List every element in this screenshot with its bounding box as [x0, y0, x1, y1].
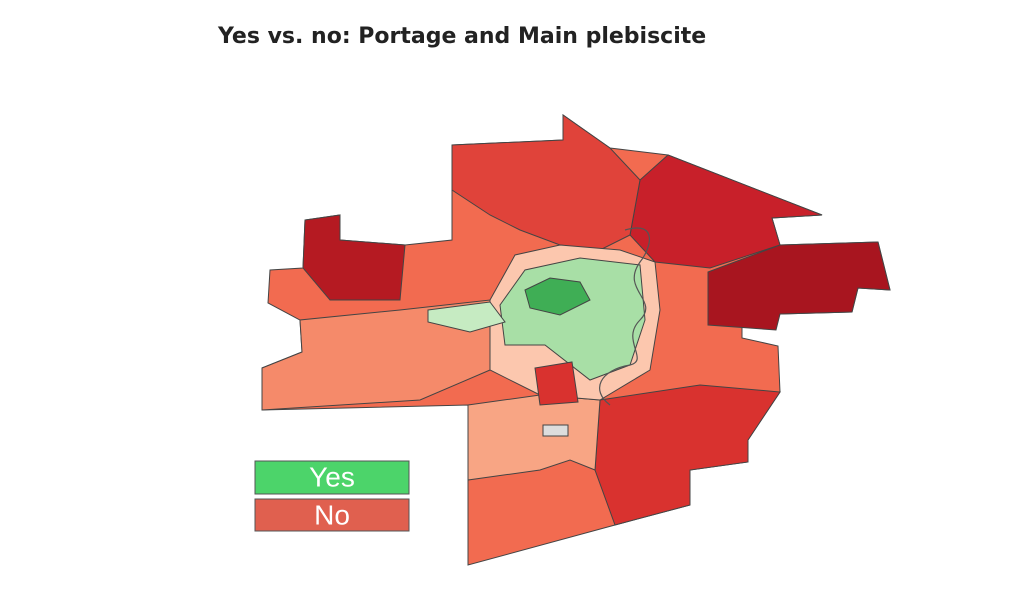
- region-south-dark: [534, 361, 579, 406]
- river: [599, 227, 650, 406]
- title: Yes vs. no: Portage and Main plebiscite: [218, 24, 707, 49]
- region-west-corridor: [427, 301, 506, 333]
- map-regions: [261, 114, 891, 566]
- region-northwest: [302, 214, 406, 301]
- region-downtown: [524, 277, 591, 316]
- legend: Yes No: [254, 460, 410, 532]
- region-north: [451, 114, 641, 251]
- legend-swatch: [254, 498, 410, 532]
- legend-label: Yes: [309, 461, 355, 492]
- region-east: [707, 241, 891, 331]
- legend-swatch: [254, 460, 410, 495]
- region-pocket: [542, 424, 569, 437]
- region-southeast: [594, 384, 781, 526]
- legend-label: No: [314, 499, 350, 530]
